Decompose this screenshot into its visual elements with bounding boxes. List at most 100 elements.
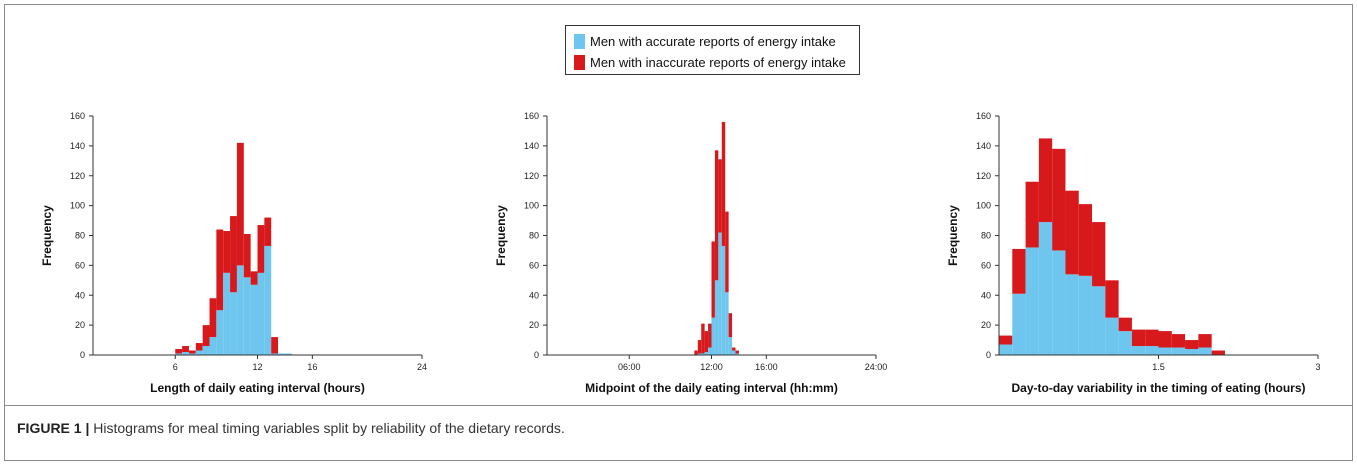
bar-accurate-1-8 xyxy=(230,292,237,355)
bar-accurate-1-9 xyxy=(236,265,244,355)
bar-accurate-3-0 xyxy=(999,344,1013,355)
y-tick-label-3-120: 120 xyxy=(976,171,991,181)
bar-inaccurate-1-11 xyxy=(250,271,258,285)
x-tick-label-1-2: 16 xyxy=(307,362,317,372)
y-tick-label-3-160: 160 xyxy=(976,111,991,121)
bar-accurate-3-2 xyxy=(1025,247,1039,355)
x-tick-label-1-1: 12 xyxy=(252,362,262,372)
bar-inaccurate-1-2 xyxy=(188,350,196,354)
legend-item-inaccurate: Men with inaccurate reports of energy in… xyxy=(574,53,846,71)
bar-accurate-1-6 xyxy=(216,310,224,355)
bar-accurate-3-8 xyxy=(1105,317,1119,355)
legend-label-accurate: Men with accurate reports of energy inta… xyxy=(590,33,836,49)
bar-accurate-1-5 xyxy=(209,337,217,355)
bar-inaccurate-1-6 xyxy=(216,229,224,311)
bar-accurate-3-13 xyxy=(1171,347,1186,355)
bar-inaccurate-3-2 xyxy=(1025,181,1039,248)
y-tick-label-2-60: 60 xyxy=(529,260,539,270)
bar-inaccurate-3-5 xyxy=(1065,190,1079,275)
y-tick-label-1-100: 100 xyxy=(70,201,85,211)
bar-accurate-3-4 xyxy=(1052,250,1066,355)
bar-accurate-2-5 xyxy=(711,317,715,355)
bar-inaccurate-2-1 xyxy=(697,340,702,354)
bar-accurate-1-4 xyxy=(202,346,210,355)
bar-accurate-2-6 xyxy=(714,280,719,355)
x-tick-label-2-2: 16:00 xyxy=(755,362,778,372)
y-tick-label-1-80: 80 xyxy=(75,231,85,241)
y-tick-label-1-40: 40 xyxy=(75,290,85,300)
bar-accurate-2-2 xyxy=(701,353,705,355)
y-axis-title-3: Frequency xyxy=(946,205,960,266)
bar-accurate-2-7 xyxy=(718,232,722,355)
legend-label-inaccurate: Men with inaccurate reports of energy in… xyxy=(590,54,846,70)
y-tick-label-3-40: 40 xyxy=(981,290,991,300)
caption-band xyxy=(5,405,1352,445)
bar-accurate-3-11 xyxy=(1145,346,1159,355)
bar-accurate-1-13 xyxy=(264,245,272,355)
bar-inaccurate-3-12 xyxy=(1158,331,1172,348)
y-tick-label-3-80: 80 xyxy=(981,231,991,241)
bar-inaccurate-1-14 xyxy=(271,337,279,354)
bar-inaccurate-2-11 xyxy=(732,347,736,351)
y-tick-label-3-0: 0 xyxy=(986,350,991,360)
y-tick-label-3-140: 140 xyxy=(976,141,991,151)
bar-inaccurate-3-0 xyxy=(999,335,1013,345)
bar-inaccurate-3-11 xyxy=(1145,329,1159,347)
bar-inaccurate-3-13 xyxy=(1171,334,1186,348)
bar-accurate-1-12 xyxy=(257,272,265,355)
bar-inaccurate-3-9 xyxy=(1118,317,1132,332)
bar-inaccurate-1-10 xyxy=(243,234,251,278)
bar-inaccurate-2-7 xyxy=(718,159,722,233)
bar-inaccurate-1-13 xyxy=(264,217,272,246)
y-tick-label-1-140: 140 xyxy=(70,141,85,151)
bar-accurate-2-4 xyxy=(708,347,712,355)
x-tick-label-2-1: 12:00 xyxy=(700,362,723,372)
bar-inaccurate-3-10 xyxy=(1131,329,1146,347)
y-tick-label-1-120: 120 xyxy=(70,171,85,181)
bar-accurate-1-14 xyxy=(271,353,279,355)
bar-inaccurate-2-9 xyxy=(725,211,729,293)
legend-item-accurate: Men with accurate reports of energy inta… xyxy=(574,32,836,50)
y-tick-label-2-160: 160 xyxy=(524,111,539,121)
bar-accurate-1-11 xyxy=(250,284,258,355)
x-tick-label-2-3: 24:00 xyxy=(865,362,888,372)
y-axis-title-2: Frequency xyxy=(494,205,508,266)
bar-inaccurate-1-3 xyxy=(195,343,203,351)
x-axis-title-3: Day-to-day variability in the timing of … xyxy=(1011,381,1305,395)
bar-accurate-3-15 xyxy=(1198,347,1212,355)
figure-caption: FIGURE 1 | Histograms for meal timing va… xyxy=(17,420,565,436)
bar-inaccurate-2-8 xyxy=(721,121,726,246)
bar-accurate-1-10 xyxy=(243,277,251,355)
bar-inaccurate-2-6 xyxy=(714,150,719,281)
y-tick-label-2-120: 120 xyxy=(524,171,539,181)
y-axis-title-1: Frequency xyxy=(40,205,54,266)
bar-inaccurate-3-3 xyxy=(1038,138,1053,223)
bar-accurate-3-10 xyxy=(1131,346,1146,355)
bar-accurate-3-7 xyxy=(1092,286,1106,355)
bar-accurate-1-7 xyxy=(223,272,231,355)
bar-accurate-2-12 xyxy=(735,353,739,355)
x-tick-label-3-0: 1.5 xyxy=(1152,362,1165,372)
bar-accurate-3-1 xyxy=(1012,293,1026,355)
bar-inaccurate-3-4 xyxy=(1052,148,1066,251)
bar-accurate-3-9 xyxy=(1118,331,1132,355)
bar-accurate-1-2 xyxy=(188,353,196,355)
chart-legend: Men with accurate reports of energy inta… xyxy=(565,25,860,75)
y-tick-label-1-60: 60 xyxy=(75,260,85,270)
x-tick-label-1-3: 24 xyxy=(417,362,427,372)
bar-inaccurate-2-12 xyxy=(735,350,739,354)
bar-inaccurate-2-2 xyxy=(701,323,705,354)
y-tick-label-1-160: 160 xyxy=(70,111,85,121)
x-axis-title-2: Midpoint of the daily eating interval (h… xyxy=(585,381,838,395)
bar-accurate-1-16 xyxy=(284,353,292,355)
y-tick-label-2-40: 40 xyxy=(529,290,539,300)
bar-accurate-1-3 xyxy=(195,350,203,355)
bar-accurate-3-12 xyxy=(1158,347,1172,355)
bar-inaccurate-1-5 xyxy=(209,298,217,338)
bar-accurate-3-3 xyxy=(1038,222,1053,355)
y-tick-label-2-0: 0 xyxy=(534,350,539,360)
bar-inaccurate-2-4 xyxy=(708,323,712,348)
bar-inaccurate-1-4 xyxy=(202,325,210,347)
bar-accurate-3-6 xyxy=(1078,275,1093,355)
